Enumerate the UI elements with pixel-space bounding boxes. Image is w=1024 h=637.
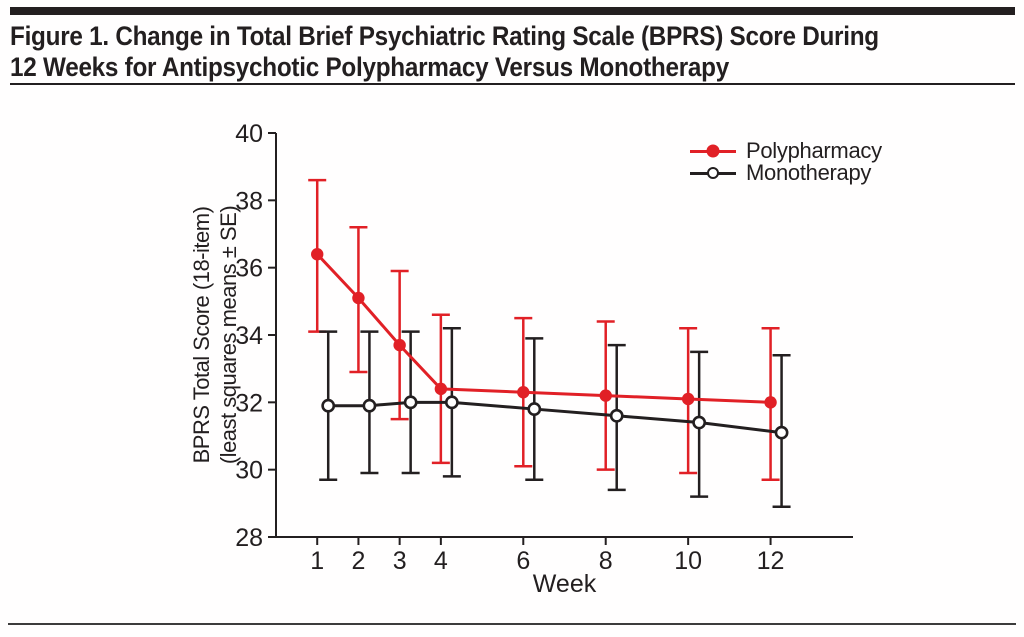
figure-title: Figure 1. Change in Total Brief Psychiat… <box>10 21 1000 83</box>
marker-polypharmacy <box>517 386 530 399</box>
bprs-chart: 28 30 32 34 36 38 40 1 2 3 4 6 8 10 12 Week BPRS Total S… <box>0 100 1024 620</box>
legend-item-polypharmacy: Polypharmacy <box>690 140 882 162</box>
marker-polypharmacy <box>681 392 695 406</box>
x-tick-label: 10 <box>674 547 702 575</box>
marker-polypharmacy <box>599 389 612 402</box>
x-tick-label: 1 <box>310 547 324 575</box>
marker-monotherapy <box>527 402 542 416</box>
figure-title-line1: Figure 1. Change in Total Brief Psychiat… <box>10 21 879 51</box>
title-divider-rule <box>10 83 1015 85</box>
x-tick-label: 6 <box>516 547 530 575</box>
marker-polypharmacy <box>434 382 448 396</box>
top-accent-bar <box>10 7 1015 15</box>
marker-polypharmacy <box>764 396 777 409</box>
chart-legend: Polypharmacy Monotherapy <box>690 140 882 184</box>
marker-monotherapy <box>609 408 624 423</box>
x-axis-title: Week <box>533 570 597 598</box>
y-tick-label: 28 <box>235 524 263 552</box>
marker-monotherapy <box>321 398 336 413</box>
marker-polypharmacy <box>311 248 324 261</box>
y-axis-title-line2: (least squares means ± SE) <box>216 206 241 464</box>
series-line-polypharmacy <box>316 253 771 404</box>
marker-polypharmacy <box>352 291 365 305</box>
marker-polypharmacy <box>393 338 406 352</box>
x-tick-label: 2 <box>351 547 365 575</box>
monotherapy-marker-icon <box>690 165 736 181</box>
figure-title-line2: 12 Weeks for Antipsychotic Polypharmacy … <box>10 52 729 82</box>
x-tick-label: 12 <box>757 547 785 575</box>
y-axis-title-line1: BPRS Total Score (18-item) <box>189 207 214 464</box>
marker-monotherapy <box>403 395 418 410</box>
filled-circle-icon <box>706 144 720 158</box>
y-tick-label: 32 <box>235 389 263 417</box>
x-tick-label: 8 <box>599 547 613 575</box>
x-tick-label: 3 <box>393 547 407 575</box>
legend-label-polypharmacy: Polypharmacy <box>746 138 882 163</box>
marker-monotherapy <box>444 395 459 410</box>
series-line-monotherapy <box>328 400 782 435</box>
marker-monotherapy <box>362 398 377 413</box>
legend-label-monotherapy: Monotherapy <box>746 160 872 185</box>
polypharmacy-marker-icon <box>690 143 736 159</box>
marker-monotherapy <box>774 425 789 440</box>
y-tick-label: 30 <box>235 457 263 485</box>
y-tick-label: 34 <box>235 322 263 350</box>
y-tick-label: 40 <box>235 120 263 148</box>
x-tick-label: 4 <box>434 547 448 575</box>
y-tick-label: 36 <box>235 255 263 283</box>
y-tick-label: 38 <box>235 187 263 215</box>
marker-monotherapy <box>692 415 707 430</box>
open-circle-icon <box>707 167 719 179</box>
legend-item-monotherapy: Monotherapy <box>690 162 882 184</box>
bottom-divider-rule <box>8 623 1016 625</box>
